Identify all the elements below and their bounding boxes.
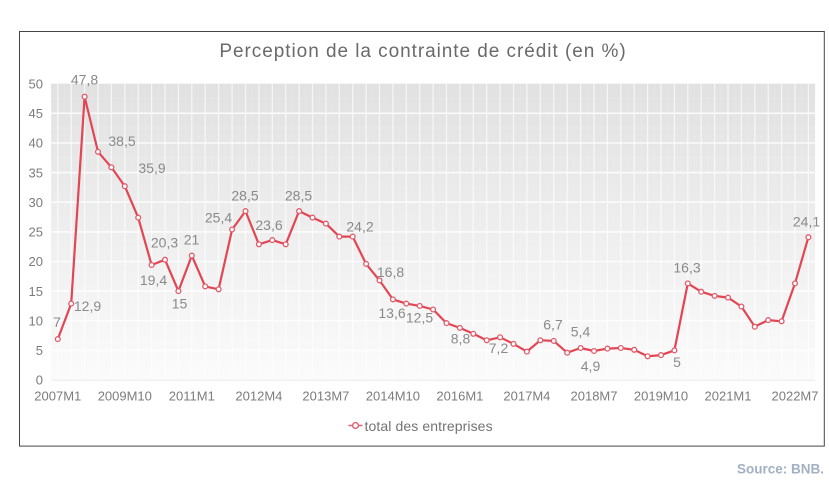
svg-text:10: 10 xyxy=(29,313,43,328)
svg-text:total des entreprises: total des entreprises xyxy=(365,418,493,434)
svg-text:16,8: 16,8 xyxy=(377,264,404,280)
svg-text:25,4: 25,4 xyxy=(205,210,232,226)
svg-text:16,3: 16,3 xyxy=(673,260,700,276)
svg-text:15: 15 xyxy=(29,284,43,299)
svg-text:2011M1: 2011M1 xyxy=(169,389,215,404)
svg-text:5,4: 5,4 xyxy=(571,324,591,340)
svg-text:Perception de la contrainte de: Perception de la contrainte de crédit (e… xyxy=(219,41,626,62)
svg-text:24,1: 24,1 xyxy=(793,214,820,230)
svg-text:20: 20 xyxy=(29,254,43,269)
svg-text:19,4: 19,4 xyxy=(140,272,167,288)
svg-text:2017M4: 2017M4 xyxy=(503,389,550,404)
svg-text:40: 40 xyxy=(29,136,43,151)
svg-text:38,5: 38,5 xyxy=(108,133,135,149)
svg-text:2019M10: 2019M10 xyxy=(634,389,688,404)
svg-text:13,6: 13,6 xyxy=(378,305,405,321)
svg-text:5: 5 xyxy=(673,354,681,370)
svg-text:45: 45 xyxy=(29,106,43,121)
svg-text:0: 0 xyxy=(36,373,43,388)
svg-text:2018M7: 2018M7 xyxy=(571,389,618,404)
svg-text:28,5: 28,5 xyxy=(231,188,258,204)
svg-text:7: 7 xyxy=(53,314,61,330)
svg-text:Source: BNB.: Source: BNB. xyxy=(737,462,824,477)
svg-text:2022M7: 2022M7 xyxy=(772,389,819,404)
svg-text:8,8: 8,8 xyxy=(451,331,471,347)
svg-text:4,9: 4,9 xyxy=(581,358,601,374)
svg-text:12,9: 12,9 xyxy=(74,298,101,314)
svg-text:20,3: 20,3 xyxy=(151,235,178,251)
svg-text:7,2: 7,2 xyxy=(489,340,509,356)
svg-text:47,8: 47,8 xyxy=(71,72,98,88)
svg-text:15: 15 xyxy=(172,296,188,312)
svg-text:35: 35 xyxy=(29,165,43,180)
svg-text:50: 50 xyxy=(29,76,43,91)
svg-text:6,7: 6,7 xyxy=(543,317,563,333)
svg-text:2016M1: 2016M1 xyxy=(436,389,483,404)
svg-text:24,2: 24,2 xyxy=(346,219,373,235)
svg-text:2014M10: 2014M10 xyxy=(366,389,420,404)
svg-text:2007M1: 2007M1 xyxy=(34,389,81,404)
svg-text:2009M10: 2009M10 xyxy=(98,389,152,404)
svg-text:21: 21 xyxy=(184,232,200,248)
svg-text:25: 25 xyxy=(29,225,43,240)
svg-text:2021M1: 2021M1 xyxy=(705,389,752,404)
svg-text:23,6: 23,6 xyxy=(255,217,282,233)
svg-text:12,5: 12,5 xyxy=(406,310,433,326)
svg-text:2013M7: 2013M7 xyxy=(302,389,349,404)
svg-text:2012M4: 2012M4 xyxy=(235,389,282,404)
svg-text:30: 30 xyxy=(29,195,43,210)
svg-text:35,9: 35,9 xyxy=(138,160,165,176)
svg-text:28,5: 28,5 xyxy=(285,188,312,204)
svg-text:5: 5 xyxy=(36,343,43,358)
